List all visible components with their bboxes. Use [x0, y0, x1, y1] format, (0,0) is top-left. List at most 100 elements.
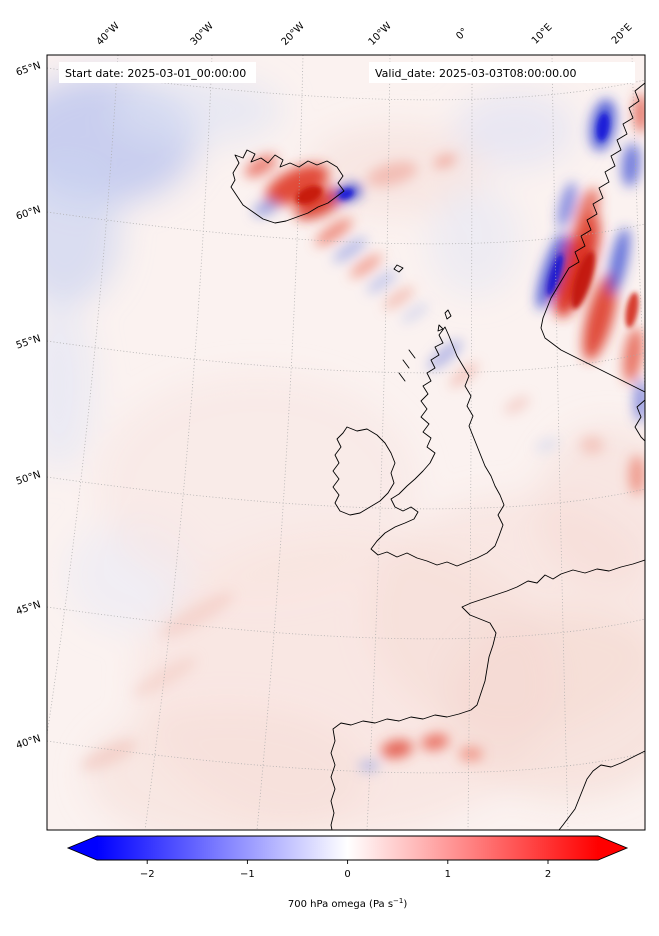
field-blob: [504, 396, 530, 414]
coastline-hebrides: [398, 349, 416, 382]
coastlines: [230, 82, 645, 830]
field-blob: [350, 254, 382, 278]
omega-field-ambient: [47, 75, 645, 830]
graticule: [47, 55, 645, 830]
field-blob: [383, 286, 415, 310]
start-date-text: Start date: 2025-03-01_00:00:00: [65, 67, 246, 80]
colorbar-tick-label: 0: [344, 869, 350, 880]
field-blob: [97, 375, 417, 595]
lon-tick-label: 40°W: [95, 21, 122, 48]
colorbar-gradient: [97, 836, 598, 860]
field-blob: [634, 379, 645, 423]
field-blob: [133, 657, 197, 697]
annotations: Start date: 2025-03-01_00:00:00 Valid_da…: [59, 62, 635, 83]
field-blob: [623, 327, 643, 383]
lon-tick-label: 10°W: [367, 21, 394, 48]
field-blob: [546, 253, 564, 297]
field-blob: [160, 592, 234, 638]
colorbar-ticks: [146, 860, 549, 864]
lon-tick-label: 30°W: [189, 21, 216, 48]
top-axis: 40°W 30°W 20°W 10°W 0° 10°E 20°E: [95, 21, 635, 48]
field-blob: [315, 218, 353, 246]
lat-tick-label: 45°N: [15, 599, 42, 617]
field-blob: [535, 438, 559, 452]
left-axis: 65°N 60°N 55°N 50°N 45°N 40°N: [15, 60, 42, 751]
lon-tick-label: 20°W: [280, 21, 307, 48]
colorbar-label: 700 hPa omega (Pa s−1): [288, 897, 407, 910]
field-blob: [265, 164, 329, 206]
coastline-orkney: [437, 324, 444, 332]
field-blob: [359, 760, 379, 772]
lon-tick-label: 20°E: [610, 22, 635, 47]
field-blob: [554, 212, 600, 318]
lat-tick-label: 40°N: [15, 733, 42, 751]
meridian-gridline: [256, 55, 304, 830]
lat-tick-label: 65°N: [15, 60, 42, 78]
field-blob: [430, 185, 520, 295]
lat-tick-label: 50°N: [15, 469, 42, 487]
field-blob: [596, 113, 610, 141]
field-blob: [244, 154, 278, 178]
field-blob: [295, 185, 323, 205]
field-blob: [459, 747, 483, 761]
field-blob: [381, 739, 413, 759]
colorbar-tick-label: −2: [140, 869, 155, 880]
field-blob: [252, 199, 280, 217]
field-blob: [333, 237, 367, 263]
field-blob: [557, 181, 577, 229]
colorbar-outline: [66, 835, 629, 861]
field-blob: [87, 705, 367, 830]
coastline-mediterranean: [558, 750, 645, 830]
colorbar-tick-label: −1: [240, 869, 255, 880]
field-blob: [574, 187, 600, 243]
lat-tick-label: 55°N: [15, 333, 42, 351]
field-blob: [621, 143, 641, 187]
field-blob: [338, 188, 354, 200]
start-date-box: [59, 62, 256, 83]
field-blob: [47, 165, 120, 305]
field-blob: [629, 455, 645, 495]
coastline-shetland: [444, 309, 452, 320]
coastline-faroe-islands: [393, 264, 404, 273]
lon-tick-label: 10°E: [530, 22, 555, 47]
field-blob: [421, 733, 449, 751]
field-blob: [366, 161, 418, 187]
coastline-iceland: [230, 149, 345, 224]
field-blob: [634, 93, 645, 133]
field-blob: [447, 610, 645, 800]
colorbar-extend-right: [598, 836, 627, 860]
valid-date-box: [369, 62, 635, 83]
lat-tick-label: 60°N: [15, 204, 42, 222]
field-blob: [580, 436, 604, 454]
colorbar-tick-label: 1: [445, 869, 451, 880]
colorbar-tick-label: 2: [545, 869, 551, 880]
coastline-norway: [540, 82, 645, 393]
field-blob: [625, 292, 639, 328]
field-blob: [608, 227, 630, 295]
coastline-ireland: [332, 426, 396, 516]
field-blob: [366, 270, 398, 294]
field-blob: [455, 92, 575, 168]
field-blob: [571, 251, 595, 309]
field-blob: [47, 300, 94, 470]
colorbar: −2 −1 0 1 2 700 hPa omega (Pa s−1): [66, 835, 629, 910]
field-blob: [401, 302, 429, 324]
field-blob: [449, 362, 479, 388]
coastline-great-britain: [370, 326, 505, 567]
lon-tick-label: 0°: [454, 26, 470, 42]
field-blob: [81, 739, 137, 771]
field-blob: [433, 154, 457, 168]
map-frame: [46, 54, 646, 831]
omega-field-cores: [295, 113, 639, 328]
field-blob: [582, 273, 618, 361]
field-blob: [537, 425, 645, 585]
colorbar-extend-left: [68, 836, 97, 860]
map-area: Start date: 2025-03-01_00:00:00 Valid_da…: [47, 55, 645, 830]
field-blob: [294, 188, 344, 220]
omega-field-features: [81, 93, 645, 772]
coastline-continental-europe: [330, 559, 645, 830]
valid-date-text: Valid_date: 2025-03-03T08:00:00.00: [375, 67, 577, 80]
coastline-denmark: [634, 399, 645, 442]
